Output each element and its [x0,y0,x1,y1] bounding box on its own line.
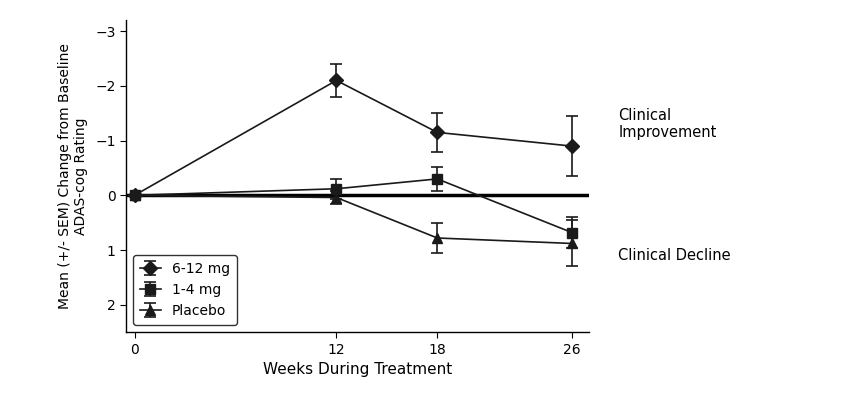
Y-axis label: Mean (+/- SEM) Change from Baseline
ADAS-cog Rating: Mean (+/- SEM) Change from Baseline ADAS… [58,43,88,309]
Legend: 6-12 mg, 1-4 mg, Placebo: 6-12 mg, 1-4 mg, Placebo [133,256,237,325]
Text: Clinical Decline: Clinical Decline [618,248,731,263]
X-axis label: Weeks During Treatment: Weeks During Treatment [262,362,452,377]
Text: Clinical
Improvement: Clinical Improvement [618,108,717,141]
